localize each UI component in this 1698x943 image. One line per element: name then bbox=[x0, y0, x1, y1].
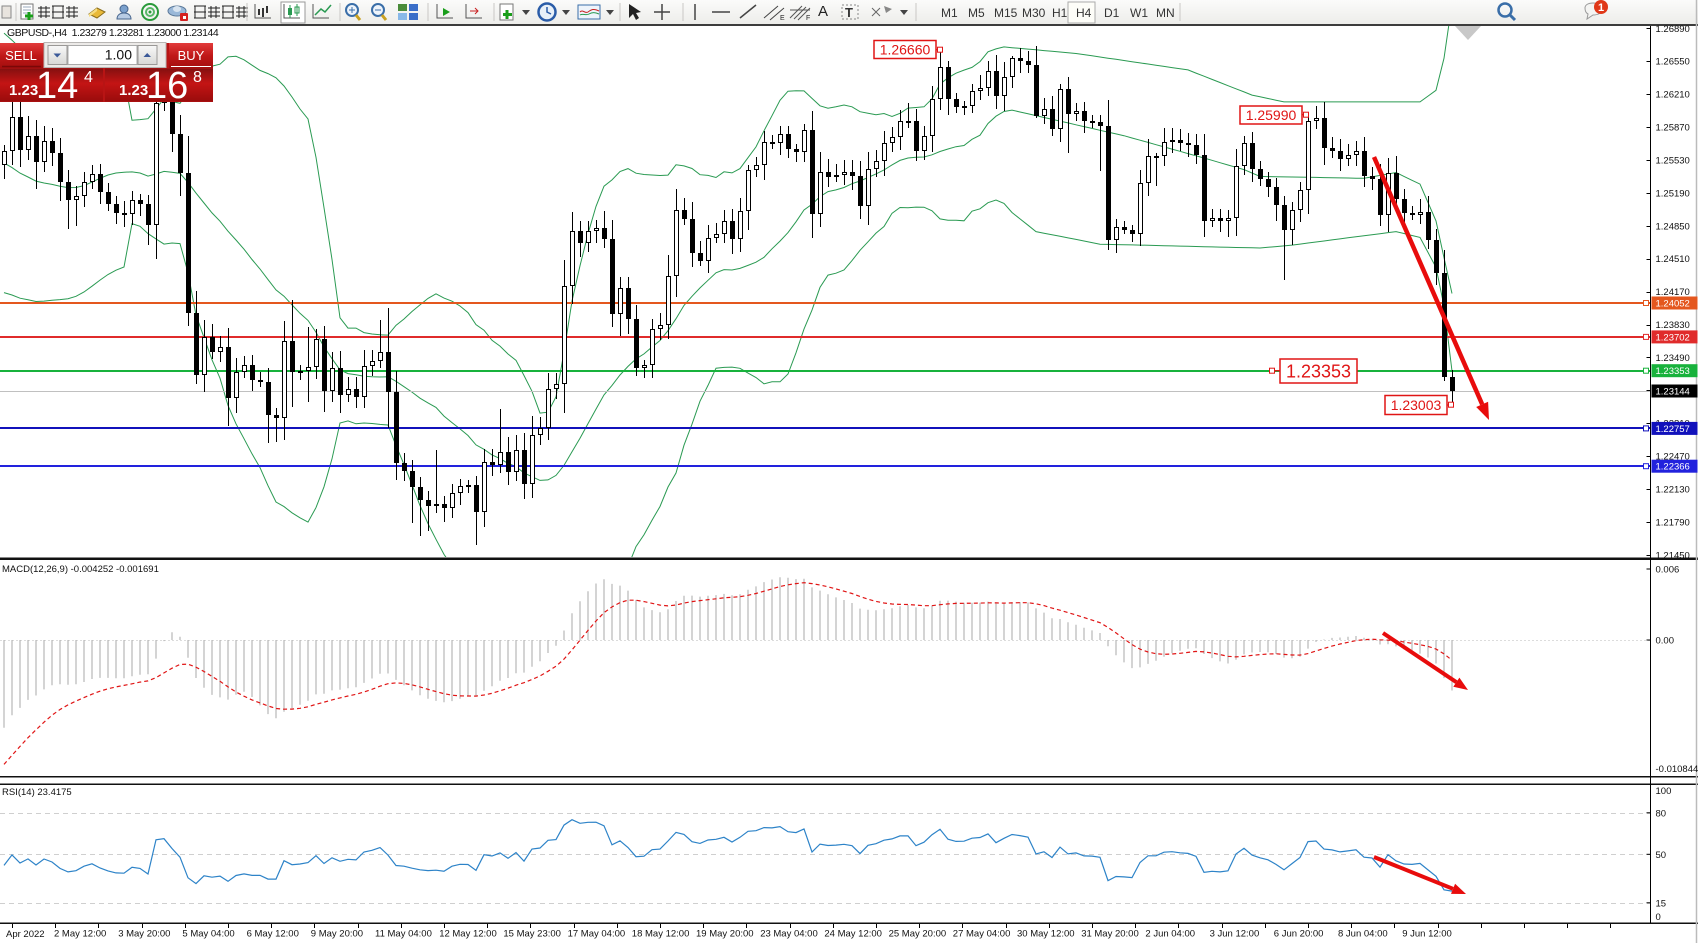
svg-text:17 May 04:00: 17 May 04:00 bbox=[568, 929, 626, 940]
svg-text:1.24510: 1.24510 bbox=[1656, 254, 1690, 265]
svg-text:80: 80 bbox=[1656, 808, 1667, 819]
svg-text:1.23: 1.23 bbox=[119, 82, 148, 99]
svg-text:1.00: 1.00 bbox=[105, 47, 132, 63]
svg-text:1.23144: 1.23144 bbox=[1656, 387, 1690, 398]
svg-text:T: T bbox=[845, 5, 853, 20]
svg-text:-0.010844: -0.010844 bbox=[1656, 764, 1698, 775]
svg-text:RSI(14) 23.4175: RSI(14) 23.4175 bbox=[2, 787, 72, 798]
svg-text:23 May 04:00: 23 May 04:00 bbox=[760, 929, 818, 940]
svg-text:M30: M30 bbox=[1022, 6, 1046, 20]
svg-text:0.006: 0.006 bbox=[1656, 565, 1680, 576]
svg-text:0.00: 0.00 bbox=[1656, 636, 1675, 647]
svg-text:11 May 04:00: 11 May 04:00 bbox=[375, 929, 432, 940]
svg-text:0: 0 bbox=[1656, 912, 1661, 923]
svg-text:1.24052: 1.24052 bbox=[1656, 299, 1690, 310]
svg-text:M5: M5 bbox=[968, 6, 985, 20]
svg-text:15 May 23:00: 15 May 23:00 bbox=[503, 929, 561, 940]
svg-text:18 May 12:00: 18 May 12:00 bbox=[632, 929, 690, 940]
svg-text:1.23353: 1.23353 bbox=[1656, 366, 1690, 377]
svg-text:30 May 12:00: 30 May 12:00 bbox=[1017, 929, 1075, 940]
svg-text:1.22130: 1.22130 bbox=[1656, 485, 1690, 496]
svg-text:1.23702: 1.23702 bbox=[1656, 332, 1690, 343]
svg-text:D1: D1 bbox=[1104, 6, 1120, 20]
svg-text:4: 4 bbox=[84, 69, 93, 86]
svg-text:MACD(12,26,9) -0.004252 -0.001: MACD(12,26,9) -0.004252 -0.001691 bbox=[2, 564, 159, 575]
svg-text:6 Jun 20:00: 6 Jun 20:00 bbox=[1274, 929, 1324, 940]
svg-text:6 May 12:00: 6 May 12:00 bbox=[247, 929, 299, 940]
svg-text:3 Jun 12:00: 3 Jun 12:00 bbox=[1210, 929, 1260, 940]
svg-text:E: E bbox=[780, 15, 785, 22]
svg-text:9 May 20:00: 9 May 20:00 bbox=[311, 929, 363, 940]
svg-text:14: 14 bbox=[36, 65, 78, 107]
svg-text:15: 15 bbox=[1656, 898, 1667, 909]
svg-text:1.23: 1.23 bbox=[9, 82, 38, 99]
svg-text:3 May 20:00: 3 May 20:00 bbox=[118, 929, 170, 940]
svg-text:1.21450: 1.21450 bbox=[1656, 550, 1690, 561]
svg-text:Apr 2022: Apr 2022 bbox=[6, 929, 45, 940]
svg-text:1.23353: 1.23353 bbox=[1286, 362, 1351, 382]
svg-text:1.24170: 1.24170 bbox=[1656, 287, 1690, 298]
svg-text:31 May 20:00: 31 May 20:00 bbox=[1081, 929, 1139, 940]
svg-text:27 May 04:00: 27 May 04:00 bbox=[953, 929, 1011, 940]
svg-text:1.23490: 1.23490 bbox=[1656, 353, 1690, 364]
svg-text:1.25990: 1.25990 bbox=[1246, 107, 1297, 123]
svg-text:W1: W1 bbox=[1130, 6, 1148, 20]
svg-text:100: 100 bbox=[1656, 786, 1672, 797]
svg-text:1.21790: 1.21790 bbox=[1656, 518, 1690, 529]
svg-text:GBPUSD-,H4 1.23279 1.23281 1.: GBPUSD-,H4 1.23279 1.23281 1.23000 1.231… bbox=[7, 27, 219, 39]
svg-text:1.25190: 1.25190 bbox=[1656, 188, 1690, 199]
svg-text:1.25870: 1.25870 bbox=[1656, 123, 1690, 134]
svg-text:8 Jun 04:00: 8 Jun 04:00 bbox=[1338, 929, 1388, 940]
svg-text:1.23830: 1.23830 bbox=[1656, 320, 1690, 331]
svg-text:19 May 20:00: 19 May 20:00 bbox=[696, 929, 754, 940]
svg-text:24 May 12:00: 24 May 12:00 bbox=[824, 929, 882, 940]
svg-text:1.26660: 1.26660 bbox=[880, 42, 931, 58]
svg-text:1: 1 bbox=[1598, 2, 1604, 14]
svg-text:25 May 20:00: 25 May 20:00 bbox=[889, 929, 947, 940]
svg-text:BUY: BUY bbox=[178, 48, 205, 63]
svg-text:M15: M15 bbox=[994, 6, 1018, 20]
svg-text:1.26890: 1.26890 bbox=[1656, 24, 1690, 35]
svg-text:M1: M1 bbox=[941, 6, 958, 20]
svg-text:16: 16 bbox=[146, 65, 188, 107]
svg-text:MN: MN bbox=[1156, 6, 1175, 20]
svg-text:1.26550: 1.26550 bbox=[1656, 57, 1690, 68]
svg-text:SELL: SELL bbox=[5, 48, 37, 63]
svg-text:2 May 12:00: 2 May 12:00 bbox=[54, 929, 106, 940]
svg-text:1.23003: 1.23003 bbox=[1391, 397, 1442, 413]
svg-text:1.26210: 1.26210 bbox=[1656, 90, 1690, 101]
svg-text:2 Jun 04:00: 2 Jun 04:00 bbox=[1145, 929, 1195, 940]
svg-text:5 May 04:00: 5 May 04:00 bbox=[182, 929, 234, 940]
svg-text:1.25530: 1.25530 bbox=[1656, 155, 1690, 166]
svg-text:8: 8 bbox=[193, 69, 202, 86]
svg-text:1.24850: 1.24850 bbox=[1656, 221, 1690, 232]
svg-text:1.22757: 1.22757 bbox=[1656, 424, 1690, 435]
svg-text:1.22366: 1.22366 bbox=[1656, 462, 1690, 473]
svg-text:12 May 12:00: 12 May 12:00 bbox=[439, 929, 497, 940]
svg-text:9 Jun 12:00: 9 Jun 12:00 bbox=[1402, 929, 1452, 940]
svg-text:F: F bbox=[806, 15, 810, 22]
svg-text:1.22470: 1.22470 bbox=[1656, 452, 1690, 463]
svg-text:A: A bbox=[818, 3, 828, 20]
svg-text:50: 50 bbox=[1656, 850, 1667, 861]
svg-text:H1: H1 bbox=[1052, 6, 1068, 20]
svg-text:H4: H4 bbox=[1076, 6, 1092, 20]
